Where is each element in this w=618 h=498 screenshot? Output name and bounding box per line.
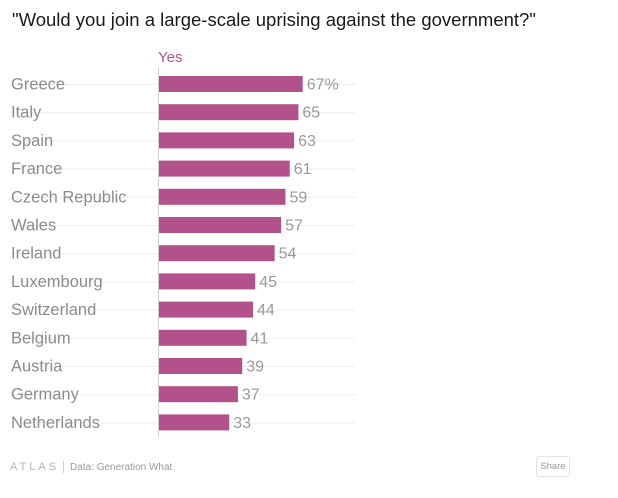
legend-series-yes: Yes [158, 49, 182, 66]
bar[interactable] [158, 217, 282, 233]
footer-divider [63, 461, 65, 473]
data-label: 41 [251, 330, 269, 347]
category-label: Czech Republic [11, 188, 127, 206]
bar-chart: Yes Greece 67% Italy 65 Spain 63 France 61 Czech… [11, 49, 355, 438]
category-label: Switzerland [11, 301, 96, 319]
bar[interactable] [158, 329, 247, 346]
data-label: 57 [285, 218, 303, 235]
category-label: Austria [11, 358, 63, 376]
category-label: France [11, 160, 62, 178]
category-label: Spain [11, 132, 53, 150]
source-text: Data: Generation What [70, 461, 173, 473]
footer: ATLAS Data: Generation What [10, 461, 172, 473]
bar[interactable] [158, 76, 303, 92]
data-label: 37 [242, 387, 260, 404]
data-label: 54 [279, 246, 297, 263]
bar[interactable] [158, 301, 254, 318]
bar[interactable] [158, 358, 243, 374]
category-label: Italy [11, 104, 42, 122]
data-label: 45 [259, 274, 277, 291]
data-label: 63 [298, 133, 316, 150]
bar[interactable] [158, 160, 290, 177]
category-label: Ireland [11, 245, 61, 263]
chart-title: "Would you join a large-scale uprising a… [12, 9, 536, 30]
bar[interactable] [158, 132, 295, 149]
bar[interactable] [158, 245, 275, 262]
category-label: Luxembourg [11, 273, 103, 291]
data-label: 33 [233, 415, 251, 432]
data-label: 44 [257, 302, 275, 319]
data-label: 67% [307, 77, 339, 94]
bar[interactable] [158, 386, 238, 403]
category-label: Wales [11, 217, 56, 235]
category-label: Netherlands [11, 414, 100, 432]
data-label: 39 [246, 359, 264, 376]
bar[interactable] [158, 414, 230, 431]
category-label: Germany [11, 386, 80, 404]
atlas-logo[interactable]: ATLAS [10, 461, 60, 473]
data-label: 61 [294, 161, 312, 178]
category-label: Greece [11, 76, 65, 94]
bar[interactable] [158, 273, 256, 290]
bar[interactable] [158, 104, 299, 121]
share-button[interactable]: Share [536, 456, 570, 477]
data-label: 65 [302, 105, 320, 122]
bar[interactable] [158, 188, 286, 205]
data-label: 59 [289, 189, 307, 206]
category-label: Belgium [11, 329, 71, 347]
